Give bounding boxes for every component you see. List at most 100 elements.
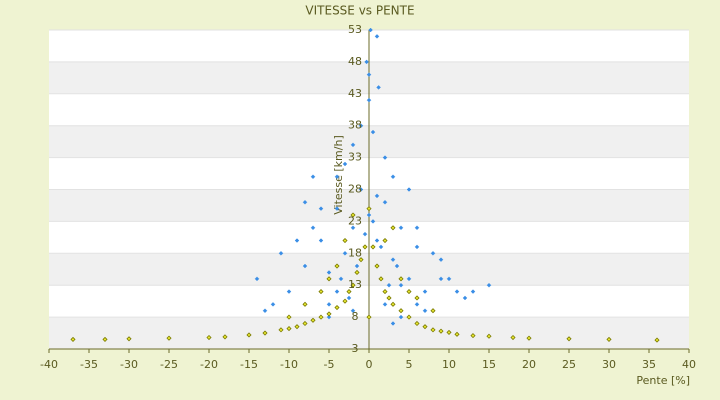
point — [430, 327, 436, 333]
point — [446, 329, 452, 335]
x-tick-label: -35 — [80, 358, 98, 371]
point — [334, 174, 340, 180]
point — [366, 72, 372, 77]
point — [470, 333, 476, 339]
point — [368, 27, 373, 33]
point — [362, 231, 368, 237]
point — [354, 269, 360, 276]
point — [366, 97, 372, 103]
point — [262, 330, 268, 336]
point — [430, 308, 436, 314]
x-tick-label: 20 — [522, 358, 536, 371]
point — [302, 301, 308, 307]
point — [374, 193, 380, 199]
point — [338, 276, 344, 282]
point — [364, 59, 369, 65]
point — [430, 251, 436, 256]
point — [318, 238, 324, 243]
point — [354, 263, 360, 269]
point — [414, 225, 420, 231]
point — [326, 314, 332, 320]
point — [350, 308, 356, 314]
x-tick-label: -15 — [240, 358, 258, 371]
point — [302, 199, 308, 205]
point — [286, 326, 292, 332]
point — [278, 327, 284, 333]
point — [294, 238, 300, 243]
y-tick-label: 23 — [348, 214, 362, 227]
point — [438, 276, 444, 282]
point — [486, 333, 492, 339]
x-tick-label: 30 — [602, 358, 616, 371]
point — [382, 199, 388, 205]
point — [510, 334, 516, 341]
point — [486, 282, 492, 288]
point — [374, 263, 380, 269]
point — [286, 314, 292, 320]
point — [246, 332, 252, 338]
point — [398, 314, 404, 320]
point — [302, 263, 308, 269]
point — [286, 289, 292, 294]
point — [254, 276, 260, 282]
point — [342, 251, 348, 256]
y-tick-label: 48 — [348, 55, 362, 68]
point — [446, 276, 452, 282]
point — [390, 257, 396, 262]
y-tick-label: 28 — [348, 183, 362, 196]
point — [390, 225, 396, 231]
point — [334, 304, 340, 311]
y-tick-label: 13 — [348, 278, 362, 291]
point — [414, 295, 420, 301]
point — [414, 302, 420, 307]
y-tick-label: 8 — [352, 310, 359, 323]
point — [374, 238, 380, 243]
point — [398, 276, 404, 282]
y-axis-label: Vitesse [km/h] — [332, 135, 345, 215]
point — [390, 301, 396, 307]
point — [166, 335, 172, 341]
point — [366, 314, 372, 320]
point — [406, 314, 412, 320]
x-tick-label: 15 — [482, 358, 496, 371]
point — [342, 237, 348, 244]
point — [310, 317, 316, 323]
point — [370, 129, 376, 135]
point — [326, 311, 332, 317]
point — [376, 85, 381, 90]
x-tick-label: -30 — [120, 358, 138, 371]
point — [374, 34, 380, 39]
x-tick-label: 40 — [682, 358, 696, 371]
point — [438, 328, 444, 334]
point — [382, 289, 388, 295]
point — [382, 155, 388, 160]
point — [346, 289, 352, 295]
x-tick-label: 0 — [366, 358, 373, 371]
point — [70, 336, 76, 342]
point — [278, 251, 284, 256]
point — [654, 337, 660, 343]
y-tick-label: 18 — [348, 246, 362, 259]
point — [390, 174, 396, 180]
point — [378, 244, 384, 250]
point — [382, 302, 388, 307]
point — [386, 295, 392, 301]
x-tick-label: 10 — [442, 358, 456, 371]
point — [262, 308, 268, 314]
point — [334, 263, 340, 269]
y-tick-label: 38 — [348, 119, 362, 132]
x-tick-label: -40 — [40, 358, 58, 371]
point — [406, 187, 412, 192]
point — [398, 282, 404, 288]
point — [386, 282, 392, 288]
point — [366, 206, 372, 212]
x-tick-label: -5 — [324, 358, 335, 371]
y-tick-label: 3 — [352, 342, 359, 355]
point — [222, 334, 228, 340]
point — [334, 289, 340, 294]
point — [326, 302, 332, 307]
point — [566, 336, 572, 342]
point — [302, 320, 308, 327]
x-tick-label: 35 — [642, 358, 656, 371]
